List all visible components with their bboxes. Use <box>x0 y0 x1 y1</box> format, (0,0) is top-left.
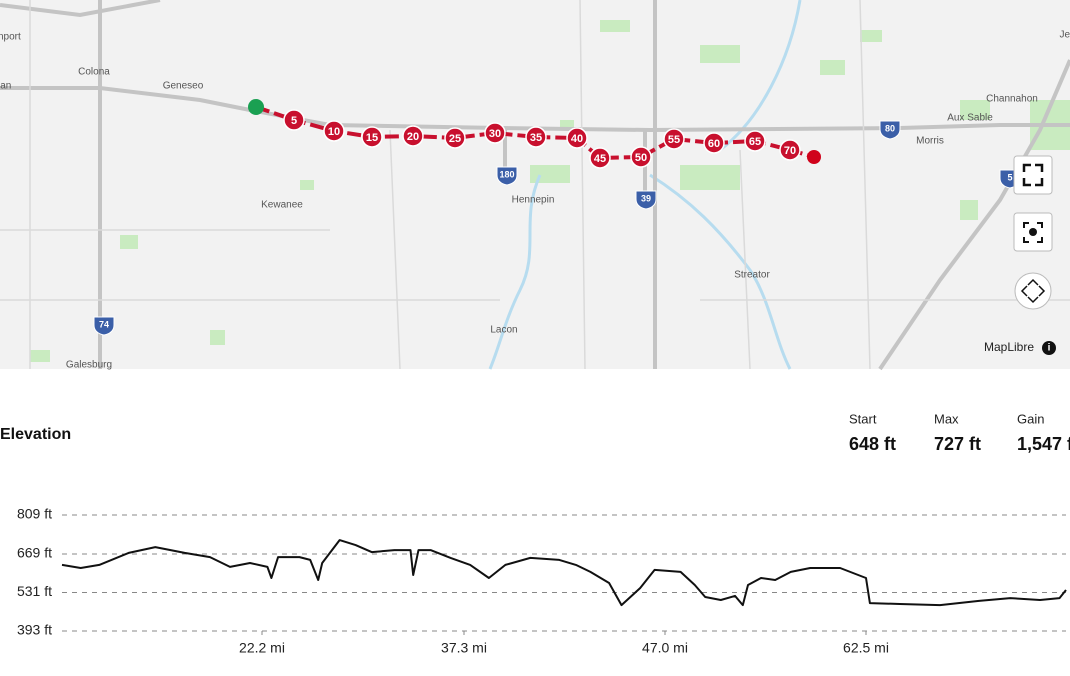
place-label: Kewanee <box>261 200 303 211</box>
place-label: lan <box>0 81 11 92</box>
locate-button[interactable] <box>1013 212 1053 252</box>
shield-label: 180 <box>499 169 514 179</box>
shield-label: 80 <box>885 123 895 133</box>
map: nport lan Colona Geneseo Kewanee Hennepin Laco… <box>0 0 1070 371</box>
mile-marker <box>361 126 383 148</box>
mile-marker-label: 30 <box>489 128 501 140</box>
shield-label: 74 <box>99 319 109 329</box>
mile-marker-label: 60 <box>708 138 720 150</box>
mile-marker-label: 25 <box>449 133 461 145</box>
mile-marker-label: 50 <box>635 152 647 164</box>
mile-marker <box>566 127 588 149</box>
place-label: Colona <box>78 67 110 78</box>
y-tick-label: 809 ft <box>17 506 52 522</box>
info-glyph: i <box>1048 343 1051 354</box>
mile-marker <box>630 146 652 168</box>
y-tick-label: 531 ft <box>17 583 52 599</box>
info-icon[interactable] <box>1042 341 1056 355</box>
stat-value: 727 ft <box>934 434 981 454</box>
place-label: Galesburg <box>66 360 112 371</box>
y-tick-label: 669 ft <box>17 545 52 561</box>
attribution[interactable]: MapLibre <box>984 340 1034 354</box>
place-label: Channahon <box>986 94 1038 105</box>
route-end <box>807 150 821 164</box>
stat-label: Max <box>934 411 959 426</box>
mile-marker <box>744 130 766 152</box>
mile-marker <box>589 147 611 169</box>
mile-marker <box>703 132 725 154</box>
elevation-line <box>61 539 1067 607</box>
mile-marker-label: 10 <box>328 126 340 138</box>
pan-button[interactable] <box>1014 272 1052 310</box>
place-label: Hennepin <box>512 195 555 206</box>
fullscreen-button[interactable] <box>1013 155 1053 195</box>
highway-shield <box>635 190 657 210</box>
mile-marker-label: 5 <box>291 115 297 127</box>
mile-marker <box>484 122 506 144</box>
y-tick-label: 393 ft <box>17 622 52 638</box>
x-tick-label: 37.3 mi <box>441 640 487 656</box>
route-start <box>248 99 264 115</box>
mile-marker-label: 20 <box>407 131 419 143</box>
stat-label: Start <box>849 411 877 426</box>
rivers <box>488 0 802 370</box>
highway-shield <box>93 316 115 336</box>
mile-marker <box>779 139 801 161</box>
mile-marker <box>444 127 466 149</box>
place-label: Je <box>1059 30 1070 41</box>
mile-marker-label: 15 <box>366 132 378 144</box>
place-label: nport <box>0 32 21 43</box>
mile-marker <box>663 128 685 150</box>
map-controls: i <box>1013 155 1056 355</box>
stat-label: Gain <box>1017 411 1044 426</box>
shield-label: 5 <box>1007 172 1012 182</box>
place-label: Morris <box>916 136 944 147</box>
shield-label: 39 <box>641 193 651 203</box>
mile-marker-label: 55 <box>668 134 680 146</box>
stat-value: 648 ft <box>849 434 896 454</box>
mile-marker-label: 65 <box>749 136 761 148</box>
highway-shield <box>879 120 901 140</box>
mile-marker-label: 40 <box>571 133 583 145</box>
route-line <box>255 105 815 161</box>
mile-marker-label: 70 <box>784 145 796 157</box>
highway-shield <box>496 166 518 186</box>
place-label: Aux Sable <box>947 113 993 124</box>
x-tick-label: 47.0 mi <box>642 640 688 656</box>
mile-marker-label: 45 <box>594 153 606 165</box>
mile-marker <box>283 109 305 131</box>
x-tick-label: 62.5 mi <box>843 640 889 656</box>
place-label: Geneseo <box>163 81 204 92</box>
mile-marker <box>525 126 547 148</box>
mile-marker <box>323 120 345 142</box>
place-label: Streator <box>734 270 770 281</box>
mile-marker <box>402 125 424 147</box>
mile-marker-label: 35 <box>530 132 542 144</box>
x-tick-label: 22.2 mi <box>239 640 285 656</box>
place-label: Lacon <box>490 325 517 336</box>
stat-value: 1,547 ft <box>1017 434 1070 454</box>
elevation-title: Elevation <box>0 426 71 443</box>
local-roads <box>0 0 1070 370</box>
